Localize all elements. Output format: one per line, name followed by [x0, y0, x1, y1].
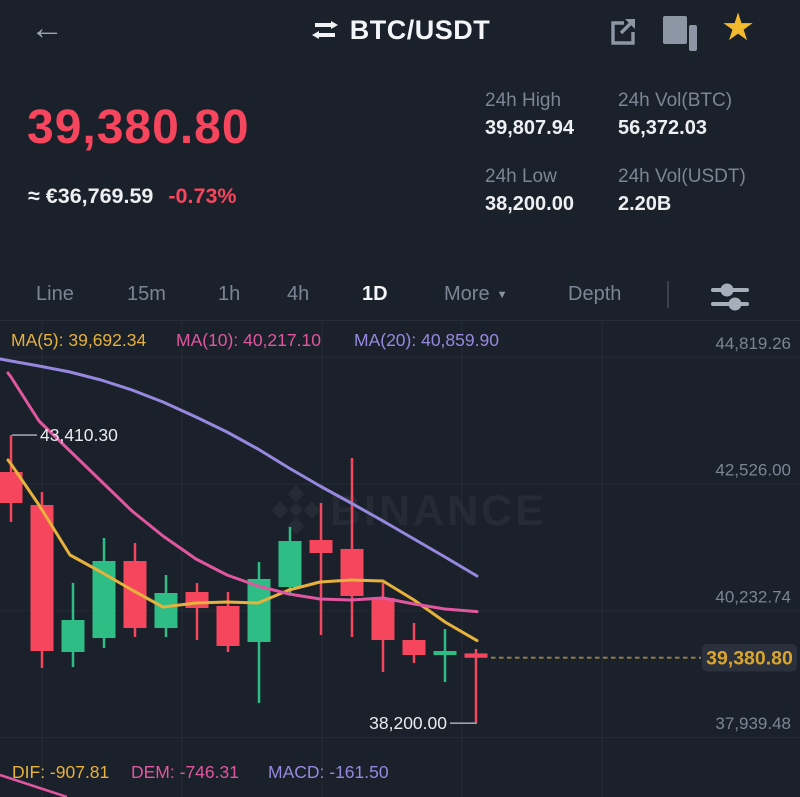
y-tick-label: 40,232.74 [715, 587, 791, 606]
binance-logo-watermark [271, 485, 321, 535]
candle-body [185, 592, 209, 608]
tab-line[interactable]: Line [36, 283, 74, 305]
candle-body [61, 620, 85, 653]
stat-value: 38,200.00 [485, 193, 574, 215]
low-annotation-label: 38,200.00 [369, 713, 447, 733]
tab-depth[interactable]: Depth [568, 283, 622, 305]
back-arrow-icon: ← [30, 9, 64, 47]
candle-body [247, 578, 271, 643]
y-tick-label: 42,526.00 [715, 461, 791, 480]
candle-body [464, 653, 488, 658]
grid-layer [0, 322, 800, 797]
favorite-star-icon[interactable]: ★ [721, 7, 756, 49]
stat-value: 2.20B [618, 193, 672, 215]
last-price-axis-pill[interactable] [702, 644, 797, 672]
macd-label: MACD: -161.50 [268, 762, 389, 782]
page-title: BTC/USDT [349, 14, 491, 45]
stats-column-1: 24h High 39,807.94 24h Low 38,200.00 [485, 90, 574, 242]
macd-indicator-row: DIF: -907.81 DEM: -746.31 MACD: -161.50 [0, 762, 800, 784]
candle-body [0, 472, 23, 504]
candle-body [123, 561, 147, 629]
candle-body [371, 597, 395, 641]
tab-15m[interactable]: 15m [127, 283, 166, 305]
stats-column-2: 24h Vol(BTC) 56,372.03 24h Vol(USDT) 2.2… [618, 90, 746, 242]
candle-body [92, 561, 116, 639]
candle-body [433, 651, 457, 656]
candle-body [216, 605, 240, 646]
price-subrow: ≈ €36,769.59 -0.73% [28, 184, 237, 209]
price-annotations: 43,410.30 38,200.00 [12, 425, 477, 733]
stat-value: 39,807.94 [485, 117, 574, 139]
y-tick-label: 44,819.26 [715, 334, 791, 353]
tab-more-dropdown[interactable]: More ▼ [444, 283, 508, 305]
ma-indicator-row: MA(5): 39,692.34 MA(10): 40,217.10 MA(20… [0, 330, 800, 352]
dif-label: DIF: -907.81 [12, 762, 110, 782]
candle-body [30, 504, 54, 652]
chart-tab-bar: Line 15m 1h 4h 1D More ▼ Depth [0, 270, 800, 321]
pair-title-group[interactable]: BTC/USDT [0, 0, 800, 60]
tab-divider [667, 281, 669, 308]
candle-body [402, 640, 426, 655]
plot-layer [0, 357, 488, 797]
stat-label: 24h Vol(USDT) [618, 166, 746, 187]
high-annotation-label: 43,410.30 [40, 425, 118, 445]
fiat-value: ≈ €36,769.59 [28, 184, 154, 208]
ma-line-ma5 [6, 458, 479, 643]
candle-body [340, 548, 364, 596]
candle-body [278, 541, 302, 587]
top-bar: ← BTC/USDT ★ [0, 0, 800, 60]
change-24h: -0.73% [168, 184, 237, 208]
candlestick-toggle-icon[interactable] [658, 10, 700, 54]
tab-4h[interactable]: 4h [287, 283, 310, 305]
share-icon[interactable] [600, 10, 640, 50]
last-price-axis-label: 39,380.80 [706, 648, 793, 670]
ma10-label: MA(10): 40,217.10 [176, 330, 321, 350]
stat-label: 24h Low [485, 166, 557, 187]
ma5-label: MA(5): 39,692.34 [11, 330, 147, 350]
ma-line-ma10 [6, 371, 479, 614]
ma20-label: MA(20): 40,859.90 [354, 330, 499, 350]
y-axis-labels: 44,819.26 42,526.00 40,232.74 37,939.48 [715, 334, 791, 733]
stat-label: 24h Vol(BTC) [618, 90, 733, 111]
y-tick-label: 37,939.48 [715, 714, 791, 733]
tab-1h[interactable]: 1h [218, 283, 241, 305]
dem-label: DEM: -746.31 [131, 762, 239, 782]
ma-line-ma20 [0, 357, 479, 578]
candle-body [154, 593, 178, 629]
macd-dea-line [0, 773, 68, 797]
swap-pair-icon [311, 21, 338, 39]
candle-body [309, 540, 333, 554]
chevron-down-icon: ▼ [496, 289, 508, 301]
last-price-overlay: 39,380.80 [491, 644, 797, 672]
stat-value: 56,372.03 [618, 117, 707, 139]
tab-1d-active[interactable]: 1D [362, 283, 388, 305]
indicator-settings-icon[interactable] [705, 277, 751, 315]
back-button[interactable]: ← [30, 8, 64, 48]
stat-label: 24h High [485, 90, 562, 111]
last-price: 39,380.80 [27, 101, 250, 154]
binance-watermark: BINANCE [271, 485, 544, 535]
